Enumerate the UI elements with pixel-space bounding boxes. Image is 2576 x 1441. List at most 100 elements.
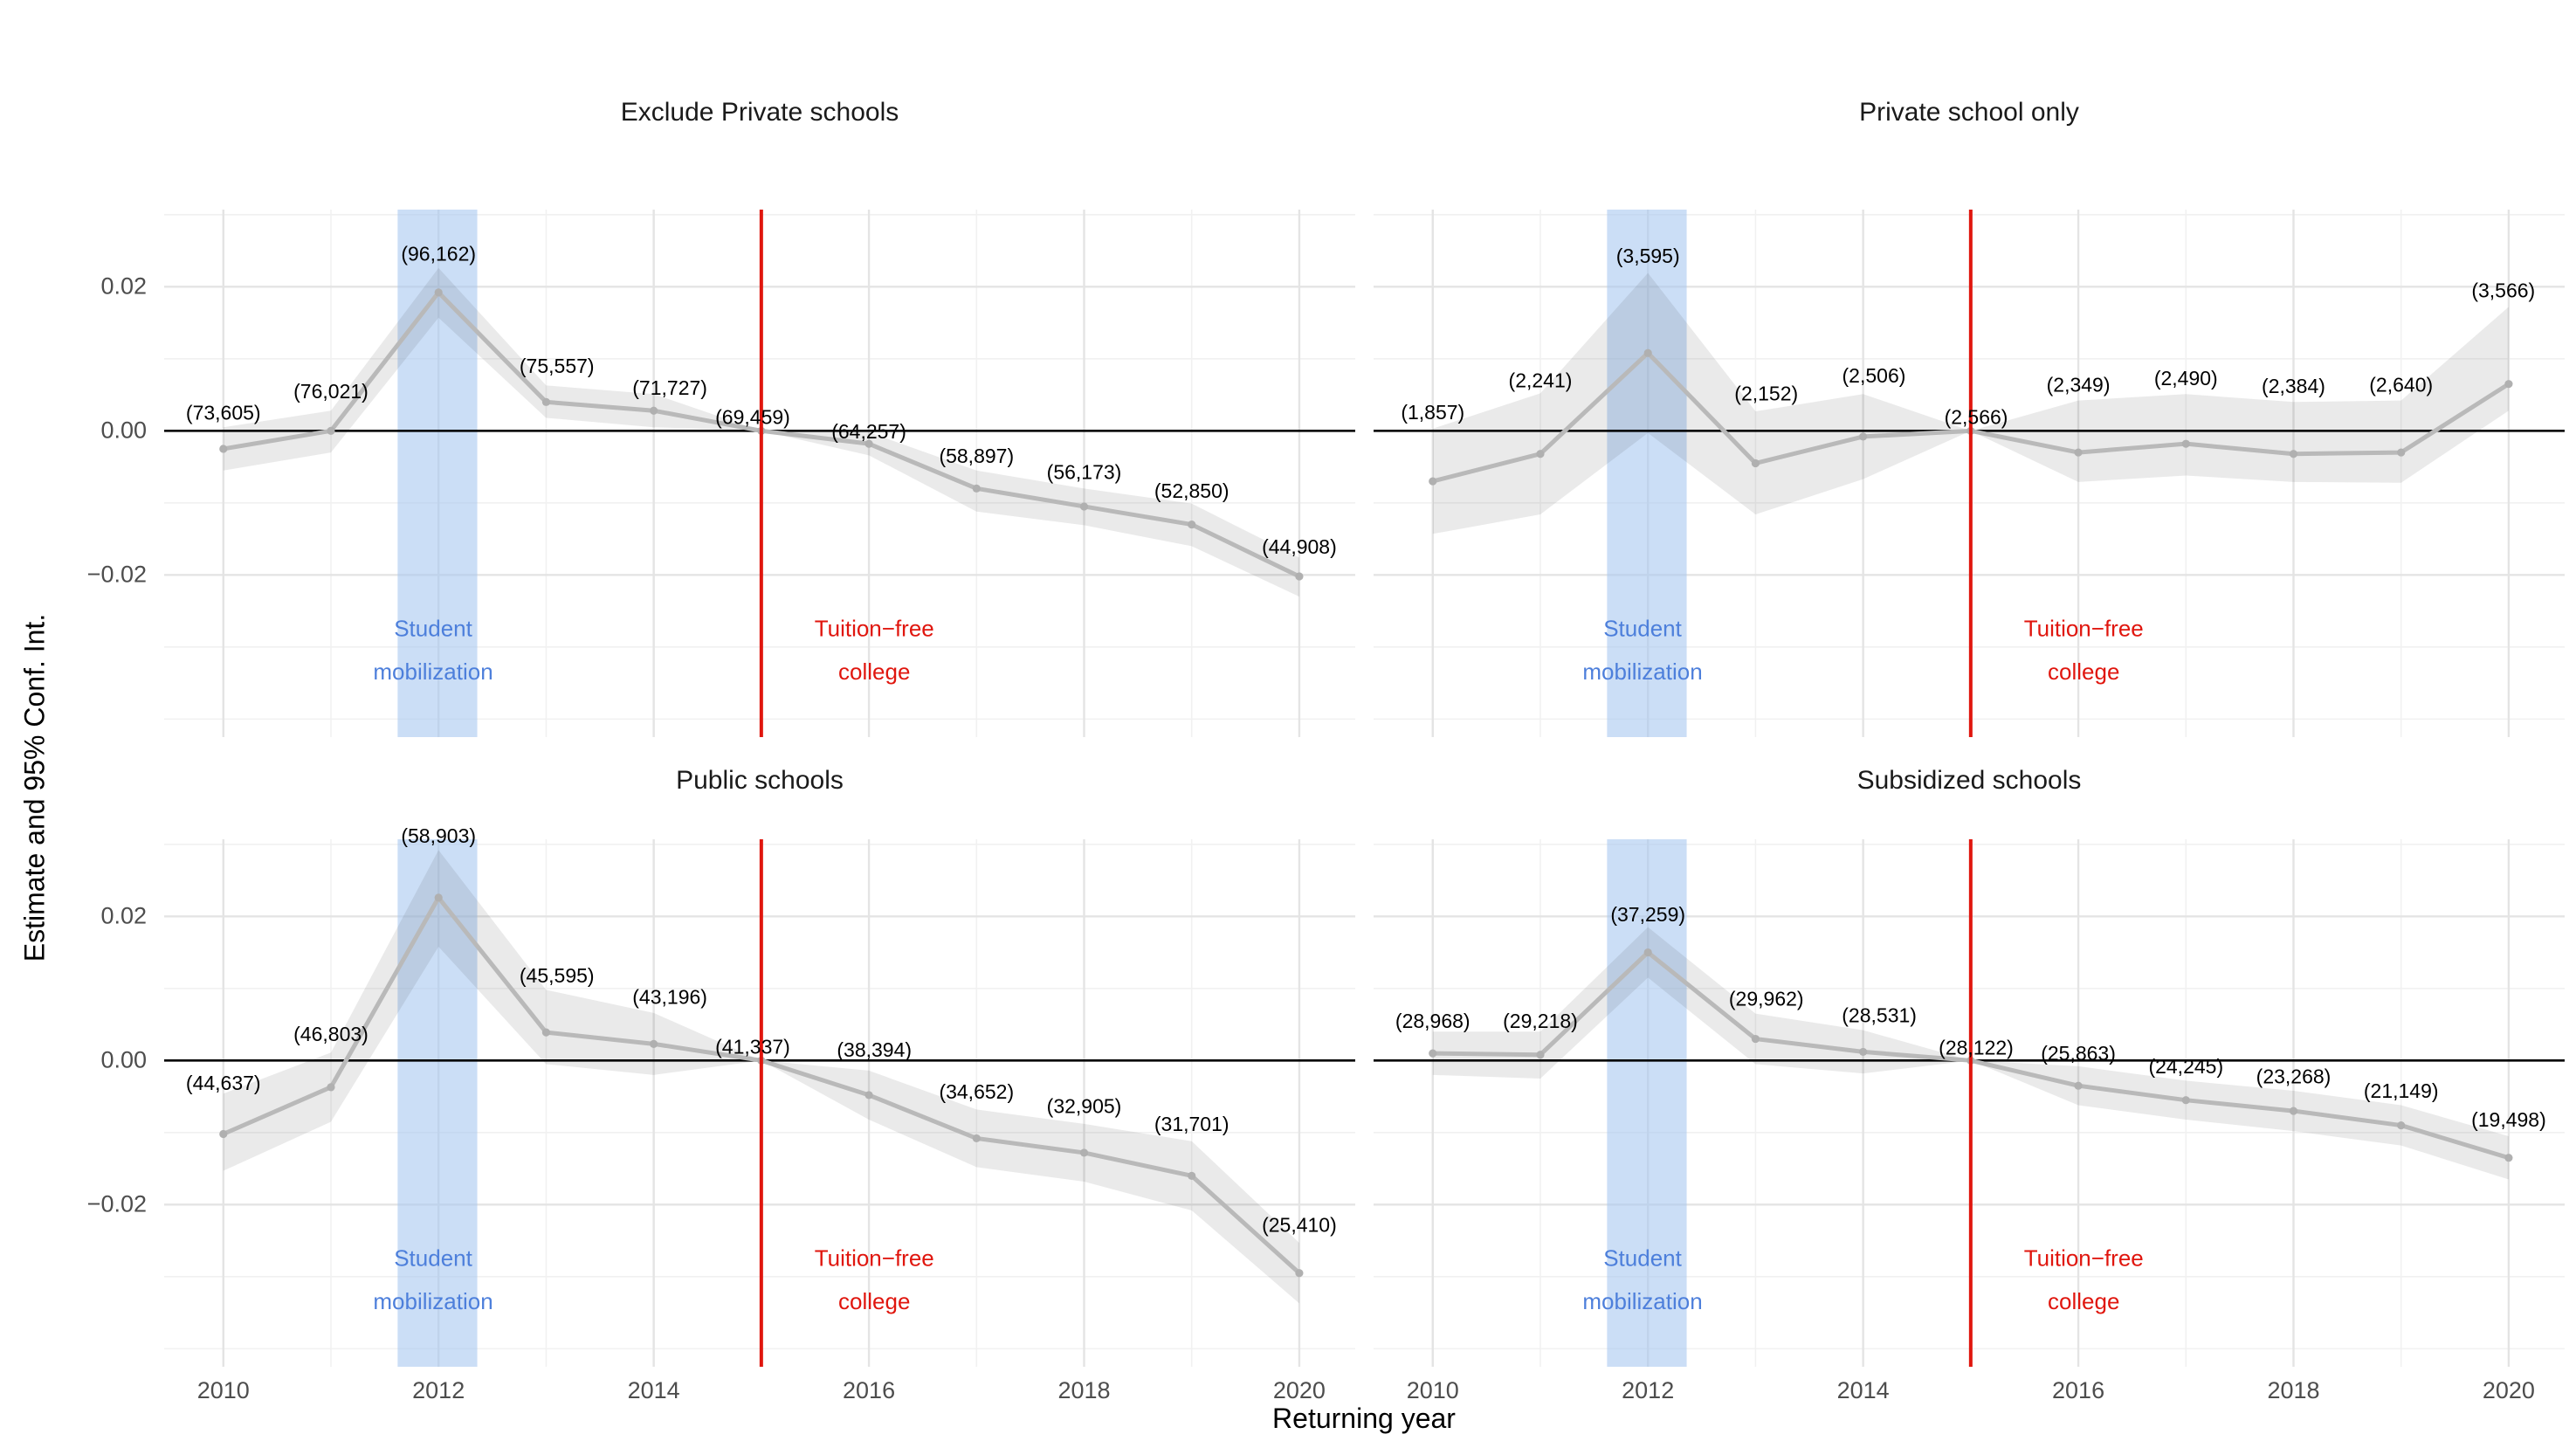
data-point <box>327 1083 335 1092</box>
x-tick-label: 2010 <box>1406 1377 1459 1403</box>
x-tick-label: 2018 <box>2267 1377 2320 1403</box>
tuition-free-label: Tuition−free <box>815 615 934 641</box>
point-label: (71,727) <box>632 376 707 399</box>
data-point <box>650 406 658 415</box>
tuition-free-label: college <box>2048 1288 2119 1314</box>
data-point <box>541 397 551 406</box>
point-label: (44,637) <box>186 1072 261 1094</box>
student-mobilization-label: Student <box>394 1244 472 1271</box>
data-point <box>2397 1120 2406 1130</box>
data-point <box>650 1039 658 1048</box>
point-label: (76,021) <box>293 380 368 403</box>
point-label: (69,459) <box>715 406 790 429</box>
student-mobilization-label: Student <box>1603 1244 1682 1271</box>
student-mobilization-band <box>1607 839 1687 1367</box>
point-label: (52,850) <box>1154 479 1229 502</box>
point-label: (2,241) <box>1509 369 1573 392</box>
y-tick-label: 0.00 <box>100 417 147 444</box>
x-tick-label: 2014 <box>1836 1377 1890 1403</box>
panel-title-exclude-private-schools: Exclude Private schools <box>620 98 899 127</box>
data-point <box>1188 520 1196 529</box>
point-label: (46,803) <box>293 1023 368 1045</box>
confidence-ribbon <box>1432 272 2509 534</box>
data-point <box>864 439 873 448</box>
student-mobilization-label: mobilization <box>1582 658 1702 685</box>
data-point <box>1859 432 1868 441</box>
point-label: (37,259) <box>1610 903 1685 926</box>
point-label: (2,490) <box>2154 367 2218 390</box>
x-tick-label: 2010 <box>196 1377 250 1403</box>
point-label: (28,122) <box>1939 1036 2014 1058</box>
point-label: (21,149) <box>2364 1079 2439 1102</box>
point-label: (34,652) <box>939 1080 1014 1103</box>
data-point <box>972 484 981 493</box>
data-point <box>541 1028 551 1037</box>
tuition-free-label: college <box>838 658 910 685</box>
data-point <box>1536 1051 1545 1059</box>
point-label: (2,349) <box>2047 374 2111 396</box>
panel-title-subsidized-schools: Subsidized schools <box>1856 766 2082 795</box>
data-point <box>972 1134 981 1143</box>
data-point <box>2289 450 2298 458</box>
data-point <box>1429 477 1437 486</box>
point-label: (31,701) <box>1154 1113 1229 1135</box>
point-label: (1,857) <box>1401 401 1464 424</box>
data-point <box>219 1129 228 1139</box>
data-point <box>2397 448 2406 457</box>
student-mobilization-label: mobilization <box>373 1288 492 1314</box>
point-label: (29,218) <box>1503 1010 1578 1032</box>
x-tick-label: 2020 <box>2482 1377 2535 1403</box>
student-mobilization-label: Student <box>394 615 472 641</box>
x-tick-label: 2020 <box>1272 1377 1326 1403</box>
point-label: (64,257) <box>831 420 906 443</box>
data-point <box>2074 448 2083 457</box>
point-label: (23,268) <box>2256 1065 2331 1087</box>
data-point <box>1295 1269 1304 1278</box>
point-label: (3,566) <box>2471 279 2535 301</box>
point-label: (2,506) <box>1842 364 1906 387</box>
data-point <box>1751 458 1760 468</box>
x-tick-label: 2018 <box>1057 1377 1111 1403</box>
student-mobilization-band <box>397 210 478 737</box>
point-label: (43,196) <box>632 986 707 1009</box>
data-point <box>2504 1154 2513 1162</box>
tuition-free-label: Tuition−free <box>815 1244 934 1271</box>
panel-plot-private-school-only: (1,857) (2,241) (3,595) (2,152) (2,506) (2,56… <box>1374 210 2565 737</box>
y-tick-label: 0.02 <box>100 272 147 300</box>
y-tick-label: −0.02 <box>86 561 147 588</box>
student-mobilization-label: Student <box>1603 615 1682 641</box>
x-tick-label: 2012 <box>412 1377 465 1403</box>
x-tick-label: 2012 <box>1622 1377 1675 1403</box>
point-label: (19,498) <box>2471 1108 2546 1131</box>
point-label: (32,905) <box>1047 1094 1122 1117</box>
data-point <box>2074 1081 2083 1090</box>
point-label: (2,384) <box>2262 375 2325 397</box>
tuition-free-label: Tuition−free <box>2024 615 2144 641</box>
data-point <box>1643 948 1652 957</box>
data-point <box>1859 1047 1868 1057</box>
point-label: (2,152) <box>1734 382 1798 404</box>
y-tick-label: 0.02 <box>100 902 147 929</box>
data-point <box>864 1091 873 1100</box>
point-label: (28,531) <box>1842 1003 1917 1026</box>
point-label: (2,640) <box>2369 374 2433 396</box>
data-point <box>1536 450 1545 458</box>
point-label: (3,595) <box>1616 245 1680 267</box>
data-point <box>1643 348 1652 357</box>
point-label: (73,605) <box>186 402 261 424</box>
point-label: (2,566) <box>1945 406 2008 429</box>
point-label: (56,173) <box>1047 460 1122 483</box>
tuition-free-label: college <box>2048 658 2119 685</box>
confidence-ribbon <box>1432 927 2509 1180</box>
data-point <box>1429 1049 1437 1058</box>
point-label: (96,162) <box>401 242 476 265</box>
data-point <box>1079 502 1089 511</box>
data-point <box>1295 572 1304 581</box>
point-label: (28,968) <box>1395 1010 1471 1032</box>
student-mobilization-band <box>1607 210 1687 737</box>
point-label: (25,863) <box>2041 1042 2116 1065</box>
point-label: (24,245) <box>2148 1055 2223 1078</box>
point-label: (58,897) <box>939 445 1014 467</box>
y-tick-label: 0.00 <box>100 1046 147 1073</box>
